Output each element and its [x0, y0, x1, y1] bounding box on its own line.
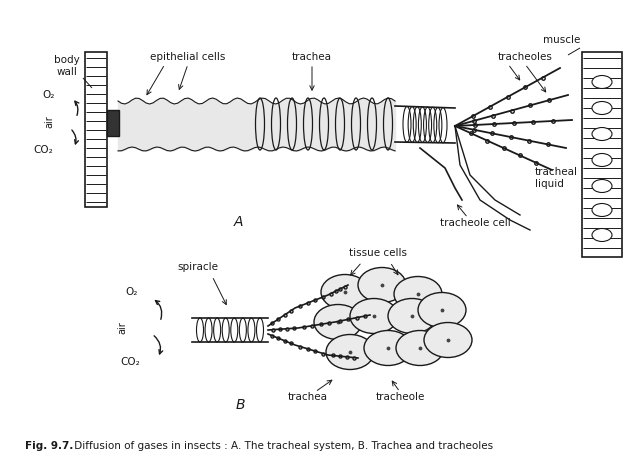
- Ellipse shape: [394, 276, 442, 312]
- Text: trachea: trachea: [288, 392, 328, 402]
- Ellipse shape: [418, 293, 466, 327]
- Ellipse shape: [358, 268, 406, 302]
- Text: A: A: [233, 215, 243, 229]
- Text: epithelial cells: epithelial cells: [150, 52, 226, 62]
- Ellipse shape: [364, 331, 412, 365]
- Ellipse shape: [592, 127, 612, 140]
- Ellipse shape: [424, 323, 472, 357]
- Ellipse shape: [592, 229, 612, 242]
- Text: CO₂: CO₂: [33, 145, 53, 155]
- Ellipse shape: [388, 299, 436, 333]
- Text: tracheoles: tracheoles: [498, 52, 553, 62]
- Ellipse shape: [396, 331, 444, 365]
- Ellipse shape: [350, 299, 398, 333]
- Bar: [582, 52, 622, 257]
- Text: tracheole cell: tracheole cell: [439, 218, 510, 228]
- Text: Diffusion of gases in insects : A. The tracheal system, B. Trachea and tracheole: Diffusion of gases in insects : A. The t…: [71, 441, 493, 451]
- Text: spiracle: spiracle: [178, 262, 219, 272]
- Bar: [107, 110, 119, 136]
- Text: tracheole: tracheole: [375, 392, 425, 402]
- Text: air: air: [44, 116, 54, 128]
- Text: CO₂: CO₂: [120, 357, 140, 367]
- Ellipse shape: [592, 101, 612, 114]
- Text: air: air: [117, 322, 127, 334]
- Text: Fig. 9.7.: Fig. 9.7.: [25, 441, 74, 451]
- Text: trachea: trachea: [292, 52, 332, 62]
- Ellipse shape: [592, 154, 612, 167]
- Text: tracheal
liquid: tracheal liquid: [535, 167, 578, 189]
- Text: B: B: [235, 398, 245, 412]
- Bar: [85, 52, 107, 207]
- Text: O₂: O₂: [42, 90, 55, 100]
- Text: muscle: muscle: [543, 35, 580, 45]
- Ellipse shape: [314, 305, 362, 339]
- Ellipse shape: [321, 275, 369, 309]
- Text: body
wall: body wall: [54, 55, 80, 76]
- Ellipse shape: [592, 204, 612, 217]
- Text: O₂: O₂: [126, 287, 138, 297]
- Text: tissue cells: tissue cells: [349, 248, 407, 258]
- Ellipse shape: [326, 334, 374, 369]
- Ellipse shape: [592, 75, 612, 88]
- Ellipse shape: [592, 180, 612, 193]
